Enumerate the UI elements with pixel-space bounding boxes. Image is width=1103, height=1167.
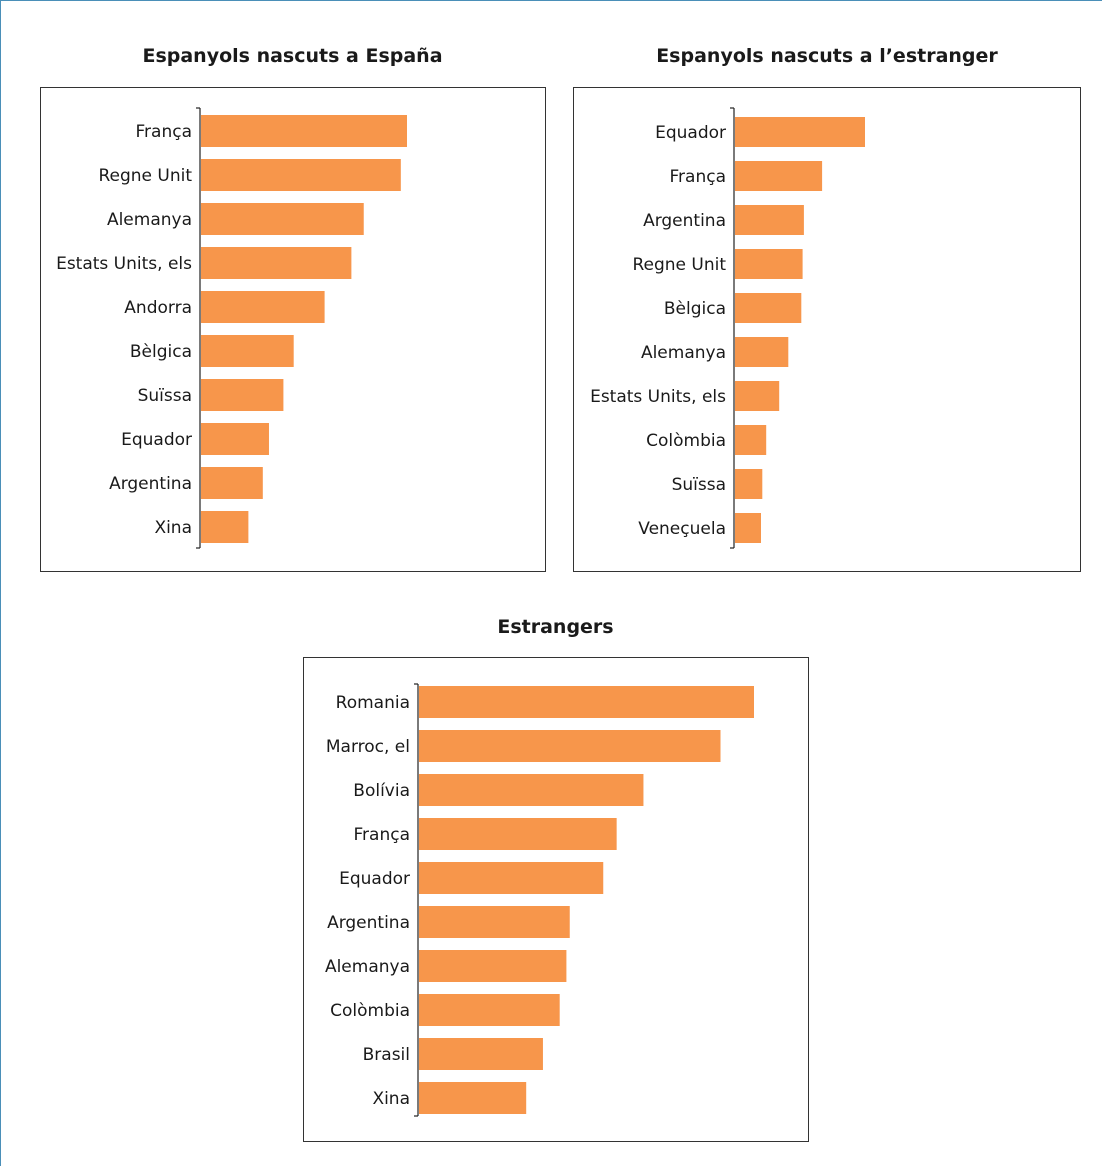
category-label: Suïssa: [672, 475, 726, 495]
chart-box-1: França Regne Unit Alemanya Estats Units, el…: [40, 87, 546, 572]
category-label: Argentina: [643, 211, 726, 231]
chart-box-3: Romania Marroc, el Bolívia França Equador Arg…: [303, 657, 809, 1142]
category-label: Romania: [336, 693, 410, 713]
category-label: Colòmbia: [330, 1001, 410, 1021]
chart-title-2: Espanyols nascuts a l’estranger: [656, 45, 998, 67]
category-label: França: [670, 167, 727, 187]
bar: [201, 379, 284, 411]
bar: [419, 1038, 543, 1070]
bar: [419, 1082, 527, 1114]
bar: [735, 425, 767, 455]
category-label: Estats Units, els: [590, 387, 726, 407]
category-label: Argentina: [109, 474, 192, 494]
bar: [201, 159, 401, 191]
bar: [419, 818, 617, 850]
bar: [201, 511, 249, 543]
category-label: Equador: [121, 430, 192, 450]
bar: [419, 862, 604, 894]
bar: [419, 950, 567, 982]
category-label: Brasil: [363, 1045, 410, 1065]
bar: [201, 291, 325, 323]
bar: [735, 205, 804, 235]
bar: [735, 513, 761, 543]
category-label: Bolívia: [353, 781, 410, 801]
category-label: Andorra: [124, 298, 192, 318]
category-label: Equador: [655, 123, 726, 143]
bar: [419, 994, 560, 1026]
bar: [201, 247, 352, 279]
bar: [735, 381, 780, 411]
bar: [735, 469, 763, 499]
bar: [735, 293, 802, 323]
chart-1: França Regne Unit Alemanya Estats Units, el…: [56, 107, 407, 549]
bar: [735, 337, 789, 367]
chart-title-3: Estrangers: [497, 616, 614, 638]
category-label: França: [354, 825, 411, 845]
bar: [201, 467, 263, 499]
category-label: Regne Unit: [632, 255, 726, 275]
bar: [735, 117, 865, 147]
chart-box-2: Equador França Argentina Regne Unit Bèlgica A…: [573, 87, 1081, 572]
bar: [419, 774, 644, 806]
category-label: Xina: [372, 1089, 410, 1109]
bar: [419, 730, 721, 762]
chart-3: Romania Marroc, el Bolívia França Equador Arg…: [325, 683, 754, 1117]
chart-2: Equador França Argentina Regne Unit Bèlgica A…: [590, 107, 865, 549]
category-label: Regne Unit: [98, 166, 192, 186]
category-label: Bèlgica: [130, 342, 192, 362]
category-label: Argentina: [327, 913, 410, 933]
bar: [201, 203, 364, 235]
bar: [201, 335, 294, 367]
category-label: Alemanya: [107, 210, 192, 230]
bar: [735, 249, 803, 279]
category-label: Xina: [154, 518, 192, 538]
bar: [201, 115, 407, 147]
bar: [419, 906, 570, 938]
bar: [419, 686, 754, 718]
bar: [201, 423, 269, 455]
category-label: Suïssa: [138, 386, 192, 406]
bar: [735, 161, 823, 191]
category-label: Alemanya: [641, 343, 726, 363]
category-label: Estats Units, els: [56, 254, 192, 274]
chart-title-1: Espanyols nascuts a España: [142, 45, 443, 67]
category-label: França: [136, 122, 193, 142]
category-label: Equador: [339, 869, 410, 889]
category-label: Colòmbia: [646, 431, 726, 451]
category-label: Veneçuela: [638, 519, 726, 539]
category-label: Bèlgica: [664, 299, 726, 319]
category-label: Marroc, el: [326, 737, 410, 757]
category-label: Alemanya: [325, 957, 410, 977]
